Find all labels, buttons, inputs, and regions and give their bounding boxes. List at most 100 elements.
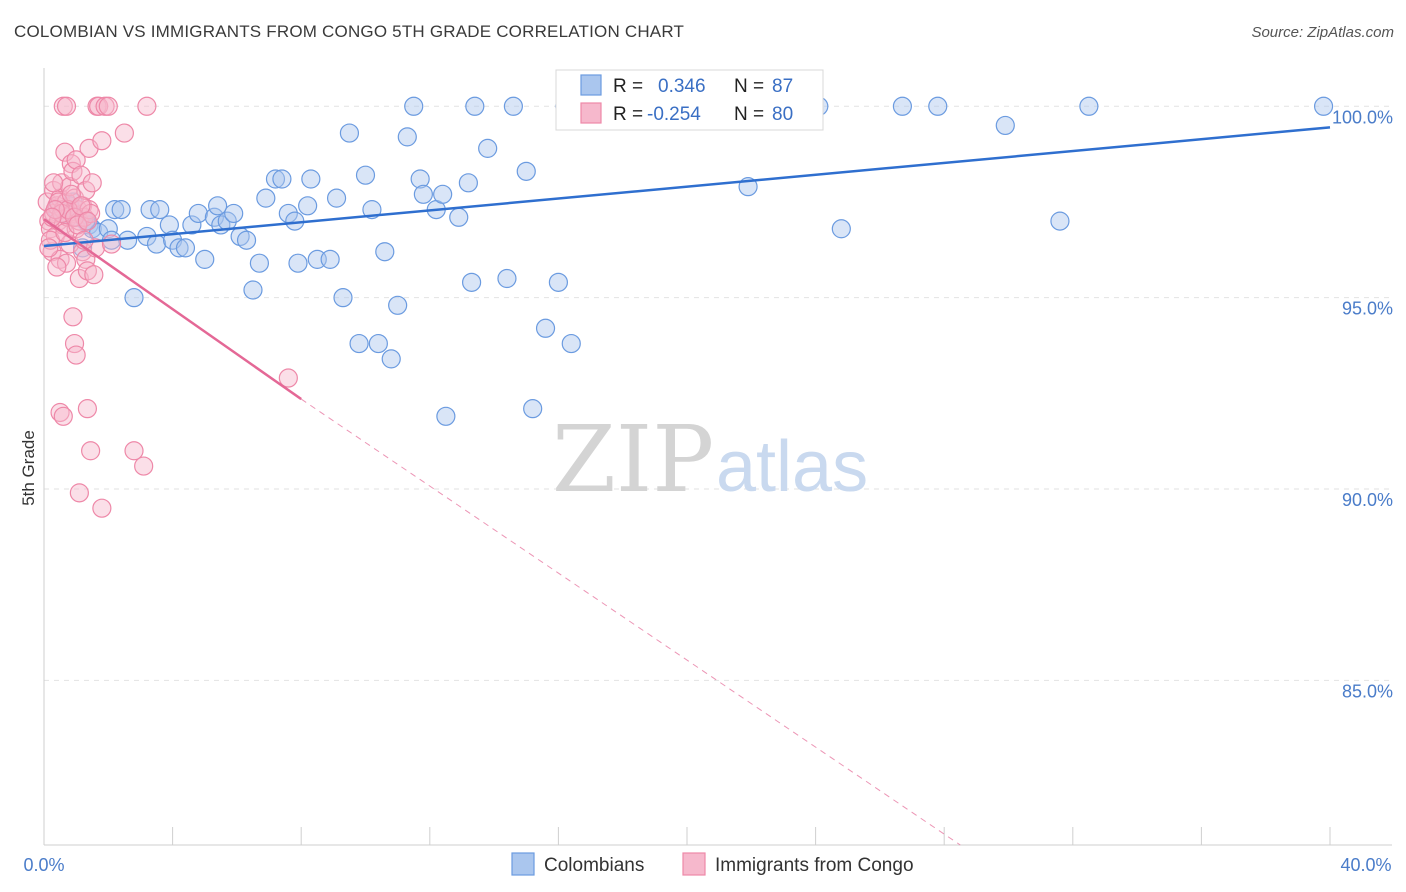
- colombians-point-46: [349, 333, 369, 354]
- colombians-point-21: [182, 215, 202, 235]
- colombians-point-50: [375, 242, 395, 262]
- congo-point-60: [92, 498, 112, 518]
- legend-label-congo: Immigrants from Congo: [715, 855, 914, 876]
- congo-point-55: [77, 399, 98, 419]
- colombians-point-64: [478, 138, 498, 158]
- congo-point-16: [56, 253, 77, 273]
- congo-point-19: [60, 177, 80, 197]
- watermark: ZIP atlas: [552, 406, 868, 513]
- colombians-point-20: [175, 238, 196, 258]
- legend-n-label-congo: N =: [734, 104, 764, 125]
- congo-point-34: [76, 180, 96, 201]
- legend-n-value-colombians: 87: [772, 76, 793, 97]
- congo-point-59: [69, 483, 89, 503]
- colombians-point-12: [124, 288, 144, 308]
- congo-point-0: [37, 192, 57, 212]
- gridlines: [44, 105, 1392, 681]
- congo-point-29: [71, 165, 91, 185]
- colombians-point-22: [188, 203, 208, 224]
- congo-point-63: [278, 368, 298, 388]
- colombians-point-30: [236, 230, 257, 250]
- colombians-point-35: [272, 169, 292, 189]
- legend-swatch-congo: [580, 102, 602, 124]
- colombians-point-69: [535, 318, 556, 338]
- colombians-point-58: [433, 184, 453, 204]
- colombians-point-9: [105, 200, 125, 220]
- series-legend: Colombians Immigrants from Congo: [511, 852, 914, 876]
- watermark-zip: ZIP: [552, 406, 714, 513]
- chart-title: COLOMBIAN VS IMMIGRANTS FROM CONGO 5TH G…: [14, 22, 685, 41]
- colombians-point-23: [195, 249, 215, 269]
- trend-line-congo-extension: [300, 398, 961, 846]
- congo-point-52: [66, 345, 86, 365]
- colombians-point-82: [1079, 96, 1099, 116]
- legend-swatch-colombians-bottom: [511, 852, 535, 876]
- trend-line-colombians: [43, 126, 1331, 248]
- colombians-point-66: [503, 96, 523, 116]
- colombians-point-16: [150, 200, 170, 220]
- colombians-point-31: [243, 280, 263, 300]
- colombians-point-56: [413, 184, 433, 204]
- colombians-point-32: [249, 253, 270, 273]
- colombians-point-11: [117, 230, 138, 250]
- colombians-point-19: [169, 238, 189, 258]
- colombians-point-39: [298, 196, 318, 216]
- trend-line-congo: [43, 218, 302, 401]
- colombians-point-28: [224, 203, 244, 224]
- colombians-point-67: [516, 161, 536, 181]
- colombians-point-80: [995, 115, 1015, 136]
- colombians-point-78: [892, 96, 913, 116]
- colombians-point-38: [288, 253, 308, 273]
- series-congo-points: [37, 96, 298, 518]
- legend-r-value-colombians: 0.346: [658, 76, 706, 97]
- x-tick-label-1: 40.0%: [1340, 855, 1391, 875]
- congo-point-56: [81, 441, 101, 461]
- y-tick-label-1: 90.0%: [1342, 490, 1393, 510]
- colombians-point-8: [98, 219, 118, 239]
- congo-point-43: [89, 96, 109, 116]
- legend-n-value-congo: 80: [772, 104, 793, 125]
- x-tick-labels: 0.0% 40.0%: [23, 855, 1391, 875]
- colombians-point-43: [326, 188, 347, 208]
- colombians-point-79: [928, 96, 948, 116]
- colombians-point-47: [355, 165, 376, 185]
- colombians-point-61: [458, 173, 478, 193]
- colombians-point-25: [208, 196, 228, 216]
- congo-point-40: [84, 265, 104, 285]
- congo-point-66: [47, 257, 67, 277]
- colombians-point-62: [461, 272, 482, 292]
- colombians-point-65: [497, 268, 517, 289]
- y-tick-labels: 85.0% 90.0% 95.0% 100.0%: [1332, 107, 1393, 701]
- colombians-point-70: [548, 272, 569, 292]
- congo-point-50: [63, 307, 83, 327]
- congo-point-27: [69, 268, 89, 289]
- congo-point-62: [137, 96, 157, 116]
- colombians-point-44: [333, 288, 353, 308]
- colombians-point-10: [111, 200, 131, 220]
- congo-point-79: [39, 238, 59, 258]
- y-tick-label-3: 100.0%: [1332, 107, 1393, 127]
- congo-point-46: [98, 96, 118, 116]
- congo-point-39: [82, 173, 102, 193]
- legend-r-label-colombians: R =: [613, 76, 643, 97]
- colombians-point-51: [381, 349, 401, 369]
- congo-point-76: [77, 211, 98, 231]
- colombians-point-63: [465, 96, 485, 116]
- colombians-point-14: [140, 200, 160, 220]
- colombians-point-72: [561, 333, 581, 354]
- legend-n-label-colombians: N =: [734, 76, 764, 97]
- congo-point-54: [53, 406, 73, 426]
- legend-r-value-congo: -0.254: [647, 104, 701, 125]
- trend-lines: [43, 126, 1331, 846]
- legend-label-colombians: Colombians: [544, 855, 644, 876]
- congo-point-58: [134, 456, 154, 476]
- colombians-point-42: [320, 249, 340, 269]
- congo-point-61: [114, 123, 134, 143]
- congo-point-44: [92, 131, 112, 151]
- congo-point-14: [55, 142, 75, 162]
- colombians-point-77: [831, 219, 851, 239]
- y-tick-label-0: 85.0%: [1342, 681, 1393, 701]
- congo-point-47: [101, 234, 122, 254]
- colombians-point-59: [436, 406, 456, 426]
